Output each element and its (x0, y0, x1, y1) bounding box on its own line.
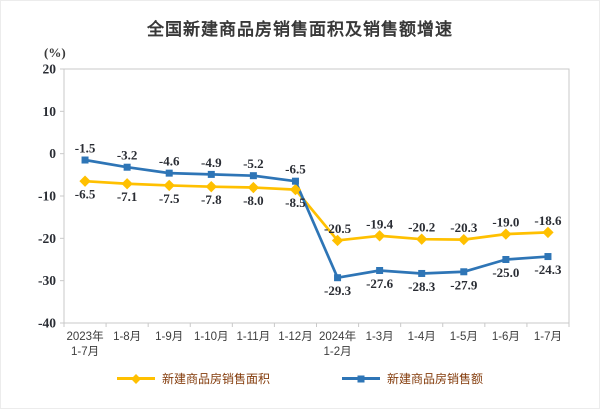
x-tick-label: 1-9月 (155, 331, 183, 343)
data-label: -27.9 (450, 277, 478, 292)
data-label: -20.5 (324, 221, 352, 236)
diamond-marker-icon (500, 228, 512, 240)
square-marker-icon (418, 269, 426, 277)
data-label: -4.6 (159, 154, 180, 169)
y-tick-label: -40 (38, 316, 56, 331)
data-label: -29.3 (324, 283, 352, 298)
chart-title: 全国新建商品房销售面积及销售额增速 (147, 20, 453, 39)
x-tick-label: 1-11月 (237, 331, 271, 343)
data-label: -7.1 (117, 189, 138, 204)
series-line (84, 158, 549, 280)
diamond-marker-icon (121, 178, 133, 190)
diamond-marker-icon (416, 233, 428, 245)
data-label: -20.2 (408, 220, 435, 235)
x-tick-label: 1-3月 (366, 331, 394, 343)
data-label: -1.5 (75, 141, 96, 156)
legend-item-sales-area: 新建商品房销售面积 (116, 370, 270, 387)
square-marker-icon (291, 177, 299, 185)
y-tick-label: 10 (43, 104, 57, 119)
legend-square-marker-icon (357, 375, 365, 382)
chart-legend: 新建商品房销售面积 新建商品房销售额 (1, 370, 599, 387)
data-label: -8.0 (243, 193, 264, 208)
y-tick-label: 0 (49, 146, 56, 161)
legend-item-sales-amount: 新建商品房销售额 (342, 370, 483, 387)
square-marker-icon (544, 253, 552, 261)
data-label: -20.3 (450, 220, 478, 235)
x-tick-label: 2024年 1-2月 (319, 329, 356, 358)
y-tick-label: -20 (38, 231, 56, 246)
square-marker-icon (249, 172, 257, 180)
x-tick-label: 1-10月 (194, 331, 229, 343)
square-marker-icon (502, 256, 510, 263)
x-tick-label: 2023年 1-7月 (66, 329, 103, 358)
diamond-marker-icon (458, 233, 470, 246)
square-marker-icon (165, 169, 173, 177)
x-tick-label: 1-8月 (113, 331, 141, 343)
x-tick-label: 1-6月 (492, 331, 520, 343)
data-label: -6.5 (285, 162, 306, 177)
x-tick-label: 1-7月 (534, 331, 562, 343)
square-marker-icon (81, 156, 89, 164)
data-label: -7.8 (201, 192, 222, 207)
diamond-marker-icon (373, 230, 386, 242)
y-tick-label: -10 (38, 189, 56, 204)
data-label: -24.3 (534, 262, 562, 277)
square-marker-icon (207, 170, 215, 178)
square-marker-icon (376, 267, 384, 275)
legend-label-sales-area: 新建商品房销售面积 (161, 372, 270, 386)
data-label: -18.6 (534, 213, 562, 228)
data-label: -5.2 (243, 156, 264, 171)
plot-border (63, 68, 570, 324)
data-label: -19.4 (366, 216, 394, 231)
square-marker-icon (460, 268, 468, 276)
x-tick-label: 1-4月 (408, 331, 436, 343)
data-label: -4.9 (201, 155, 222, 170)
x-tick-label: 1-12月 (278, 331, 313, 343)
legend-line-square-icon (342, 374, 380, 384)
data-label: -19.0 (492, 215, 519, 230)
square-marker-icon (123, 163, 131, 171)
diamond-marker-icon (163, 179, 175, 192)
y-tick-label: -30 (38, 273, 56, 288)
legend-line-diamond-icon (116, 373, 155, 384)
data-label: -6.5 (75, 187, 96, 202)
legend-diamond-marker-icon (131, 373, 141, 384)
data-label: -28.3 (408, 279, 436, 294)
data-label: -3.2 (117, 148, 138, 163)
data-label: -8.5 (285, 195, 306, 210)
y-tick-label: 20 (43, 62, 57, 77)
diamond-marker-icon (247, 181, 260, 194)
diamond-marker-icon (79, 175, 91, 187)
data-label: -7.5 (159, 191, 180, 206)
legend-label-sales-amount: 新建商品房销售额 (387, 372, 484, 386)
series-line (84, 179, 549, 242)
data-label: -27.6 (366, 276, 394, 291)
y-axis-unit-label: (%) (44, 45, 66, 60)
x-tick-label: 1-5月 (450, 331, 478, 343)
chart-plot: 20 10 0 -10 -20 -30 -40 2023年 1-7月 1-8月 1-9月 1-10月 1… (38, 62, 570, 358)
diamond-marker-icon (542, 226, 554, 239)
square-marker-icon (334, 274, 342, 282)
diamond-marker-icon (205, 181, 217, 193)
data-label: -25.0 (492, 265, 519, 280)
